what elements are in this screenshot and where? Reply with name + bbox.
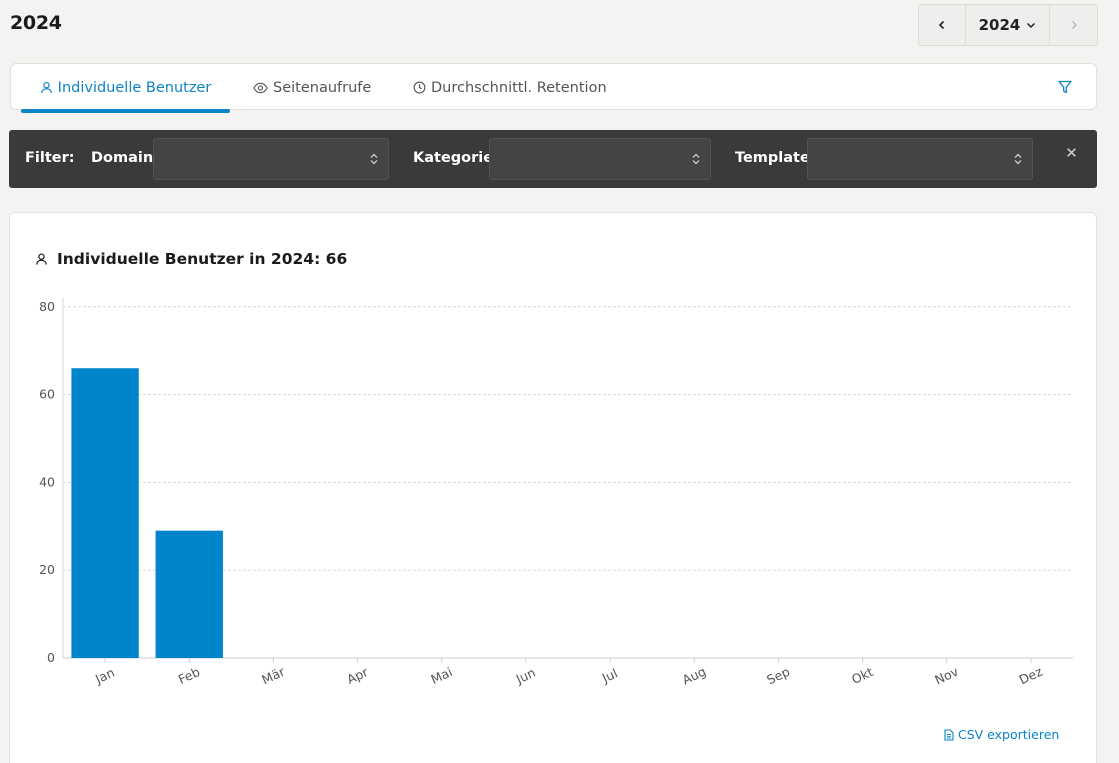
filter-toggle-button[interactable] — [1058, 79, 1072, 98]
document-icon — [944, 728, 954, 741]
x-tick-label: Sep — [764, 664, 792, 688]
y-tick-label: 60 — [39, 387, 55, 402]
x-tick-label: Nov — [932, 663, 961, 687]
category-label: Kategorie — [413, 150, 494, 166]
csv-export-link[interactable]: CSV exportieren — [944, 727, 1059, 742]
chart-card: Individuelle Benutzer in 2024: 66 0 20 40 6… — [9, 212, 1097, 763]
x-tick-label: Okt — [849, 664, 875, 687]
x-tick-label: Mai — [428, 664, 454, 687]
tab-page-views[interactable]: Seitenaufrufe — [253, 64, 371, 111]
year-navigator: 2024 — [918, 4, 1098, 46]
tab-individual-users[interactable]: Individuelle Benutzer — [21, 64, 230, 113]
chevron-right-icon — [1071, 21, 1077, 29]
close-filter-button[interactable] — [1066, 143, 1077, 162]
year-select[interactable]: 2024 — [966, 5, 1050, 45]
x-tick-label: Feb — [176, 664, 202, 687]
year-select-label: 2024 — [978, 16, 1021, 34]
y-tick-label: 80 — [39, 299, 55, 314]
filter-bar: Filter: Domain Kategorie Template — [9, 130, 1097, 188]
x-tick-label: Apr — [344, 664, 371, 687]
tab-label: Seitenaufrufe — [273, 79, 372, 96]
eye-icon — [253, 82, 268, 93]
close-icon — [1067, 148, 1076, 157]
user-icon — [40, 81, 52, 94]
sort-arrows-icon — [1014, 153, 1022, 165]
page-title: 2024 — [10, 12, 62, 34]
chevron-down-icon — [1027, 22, 1036, 29]
y-tick-label: 0 — [47, 650, 55, 665]
csv-export-label: CSV exportieren — [958, 727, 1060, 742]
sort-arrows-icon — [370, 153, 378, 165]
x-tick-label: Jun — [513, 665, 538, 687]
domain-select[interactable] — [153, 138, 389, 180]
x-tick-label: Jan — [92, 665, 117, 687]
clock-icon — [413, 81, 426, 94]
y-tick-label: 20 — [39, 562, 55, 577]
tab-label: Durchschnittl. Retention — [431, 79, 607, 96]
chart-title-text: Individuelle Benutzer in 2024: 66 — [57, 250, 348, 268]
tab-label: Individuelle Benutzer — [57, 79, 212, 96]
bar-jan — [71, 368, 139, 658]
previous-year-button[interactable] — [919, 5, 966, 45]
domain-label: Domain — [91, 150, 154, 166]
template-label: Template — [735, 150, 810, 166]
chevron-left-icon — [938, 20, 945, 30]
x-tick-label: Dez — [1017, 664, 1045, 688]
x-tick-label: Mär — [259, 663, 287, 687]
next-year-button[interactable] — [1050, 5, 1097, 45]
user-icon — [36, 253, 47, 265]
filter-icon — [1058, 80, 1072, 94]
chart-title: Individuelle Benutzer in 2024: 66 — [35, 250, 347, 268]
template-select[interactable] — [807, 138, 1033, 180]
bar-feb — [155, 530, 223, 658]
x-tick-label: Jul — [599, 666, 620, 686]
filter-title: Filter: — [25, 150, 75, 166]
category-select[interactable] — [489, 138, 711, 180]
metric-tabs: Individuelle Benutzer Seitenaufrufe Durc… — [10, 63, 1097, 113]
x-tick-label: Aug — [680, 664, 708, 688]
tab-avg-retention[interactable]: Durchschnittl. Retention — [413, 64, 607, 111]
bar-chart: 0 20 40 60 80 Jan Feb Mär Apr Mai Jun Jul Aug Sep Okt N… — [39, 298, 1073, 688]
y-tick-label: 40 — [39, 474, 55, 489]
sort-arrows-icon — [692, 153, 700, 165]
